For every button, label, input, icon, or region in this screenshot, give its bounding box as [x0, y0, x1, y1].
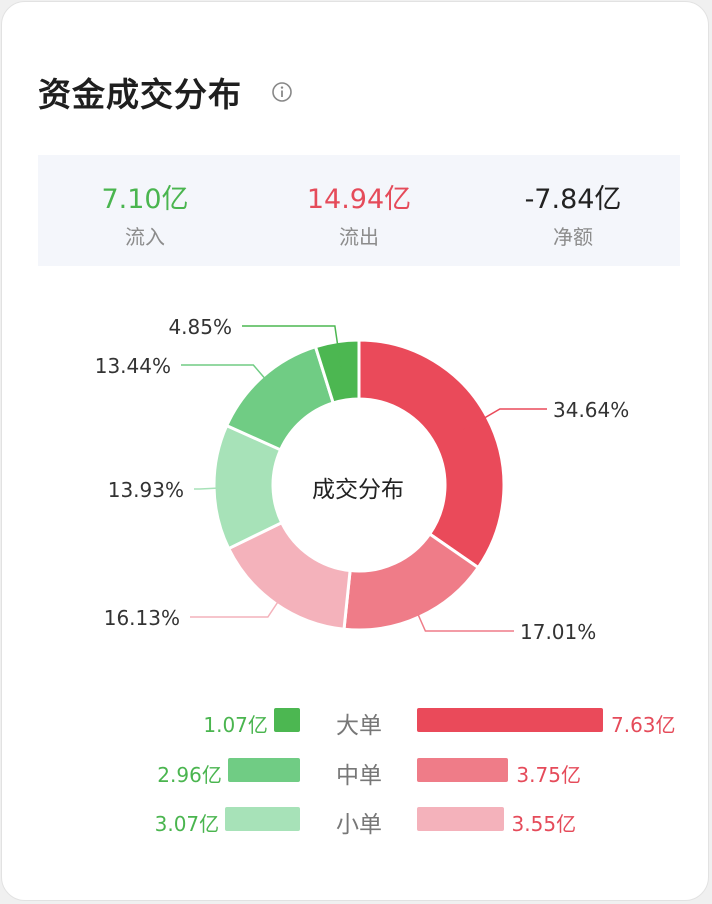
inflow-label: 流入	[125, 225, 165, 249]
outflow-amount: 7.63亿	[611, 713, 676, 737]
inflow-amount: 2.96亿	[157, 763, 222, 787]
outflow-bar	[417, 758, 509, 782]
inflow-amount: 1.07亿	[203, 713, 268, 737]
slice-percent-label: 34.64%	[553, 398, 630, 422]
slice-percent-label: 17.01%	[520, 620, 597, 644]
donut-slice	[224, 344, 336, 452]
net-label: 净额	[553, 225, 593, 249]
leader-line	[194, 486, 243, 490]
legend-category: 小单	[336, 812, 382, 838]
leader-line	[242, 325, 342, 370]
slice-percent-label: 13.93%	[107, 478, 184, 502]
outflow-label: 流出	[339, 225, 379, 249]
inflow-bar	[227, 758, 300, 782]
donut-slice	[357, 338, 506, 570]
flow-summary: 7.10亿 流入 14.94亿 流出 -7.84亿 净额	[38, 155, 680, 266]
leader-line	[407, 591, 514, 632]
legend-category: 大单	[336, 713, 382, 739]
inflow-bar	[225, 807, 300, 831]
leader-line	[462, 408, 547, 432]
slice-percent-label: 16.13%	[103, 606, 180, 630]
net-value: -7.84亿	[524, 184, 622, 215]
outflow-amount: 3.55亿	[511, 812, 577, 836]
leader-line	[190, 580, 293, 618]
leader-line	[181, 364, 282, 399]
slice-percent-label: 4.85%	[168, 315, 232, 339]
distribution-donut-chart	[181, 325, 547, 632]
inflow-value: 7.10亿	[101, 184, 189, 215]
legend-category: 中单	[336, 763, 382, 789]
card-title: 资金成交分布	[38, 75, 242, 114]
donut-slice	[313, 338, 361, 405]
outflow-bar	[417, 708, 603, 732]
inflow-bar	[273, 708, 300, 732]
slice-percent-label: 13.44%	[94, 354, 171, 378]
info-icon[interactable]	[271, 81, 293, 103]
inflow-amount: 3.07亿	[154, 812, 220, 836]
outflow-bar	[417, 807, 504, 831]
donut-center-label: 成交分布	[312, 477, 404, 503]
outflow-amount: 3.75亿	[516, 763, 581, 787]
outflow-value: 14.94亿	[306, 184, 412, 215]
